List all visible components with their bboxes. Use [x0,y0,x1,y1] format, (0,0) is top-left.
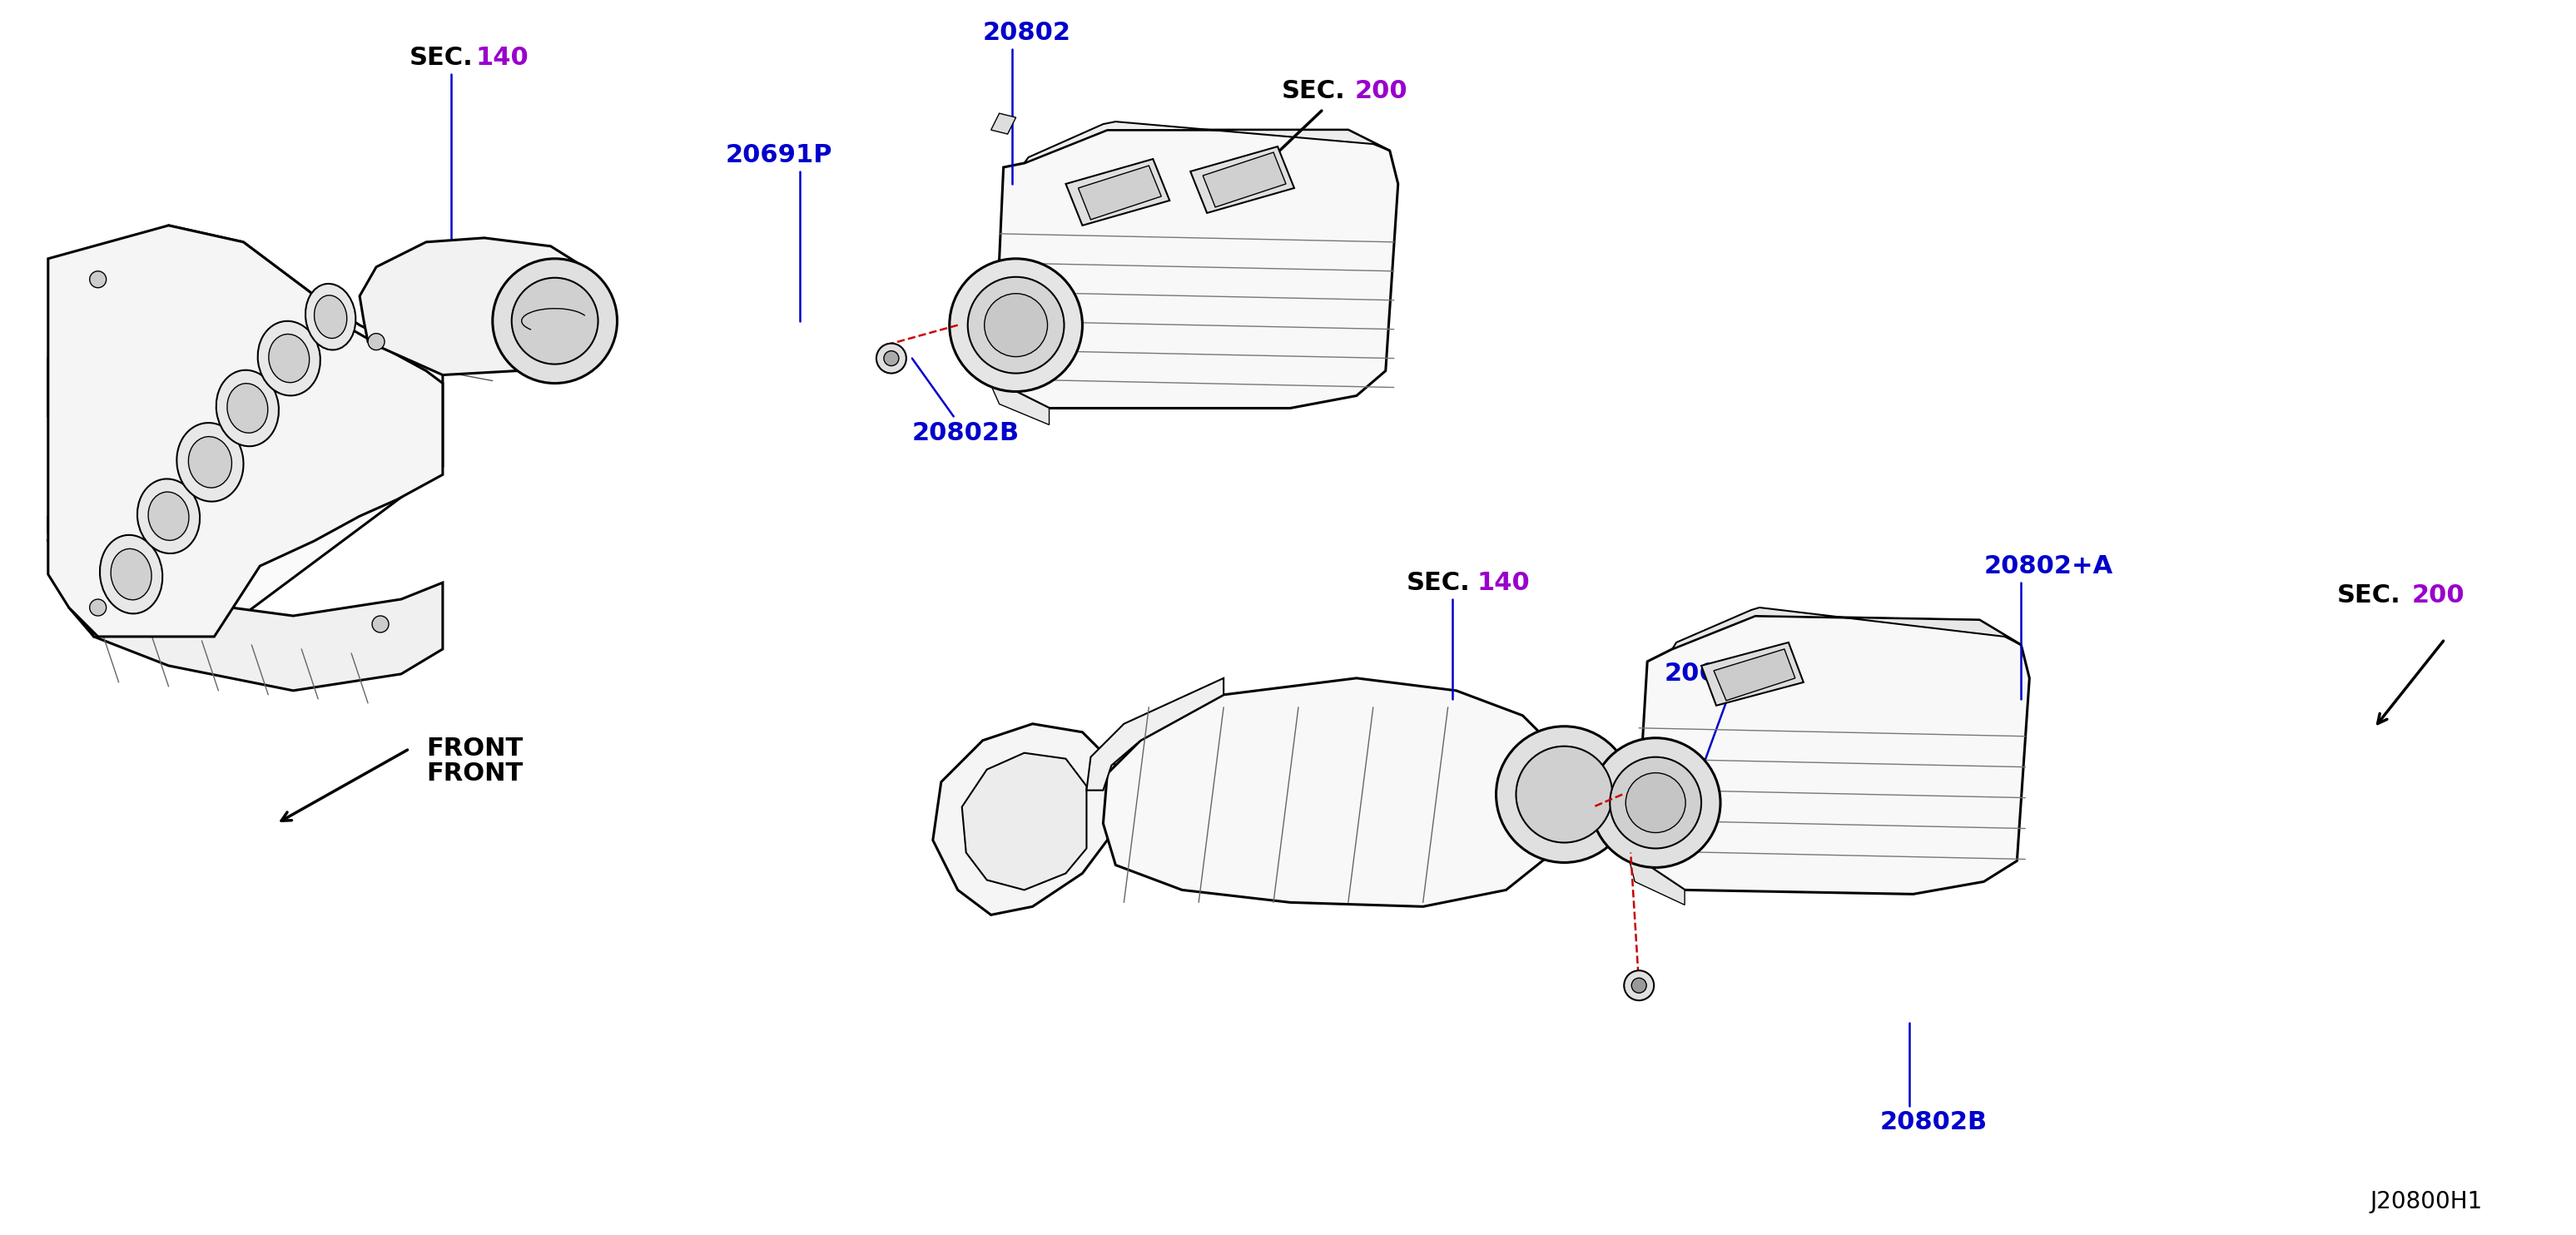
Circle shape [884,351,899,366]
Circle shape [984,294,1048,357]
Text: 20691P: 20691P [726,143,832,167]
Polygon shape [933,724,1121,915]
Circle shape [1517,746,1613,842]
Polygon shape [49,226,443,636]
Ellipse shape [268,335,309,383]
Polygon shape [1190,147,1293,212]
Text: 20691P: 20691P [1664,662,1770,687]
Text: 200: 200 [2411,583,2465,608]
Polygon shape [961,753,1087,890]
Circle shape [371,616,389,632]
Circle shape [1625,773,1685,832]
Text: 20802B: 20802B [1880,1110,1986,1135]
Polygon shape [992,114,1015,135]
Polygon shape [1103,678,1564,906]
Polygon shape [1713,650,1795,700]
Polygon shape [1638,616,2030,894]
Polygon shape [49,516,443,690]
Circle shape [492,258,618,383]
Polygon shape [49,226,443,636]
Circle shape [1610,757,1700,848]
Polygon shape [1672,608,2022,650]
Text: 20802+A: 20802+A [1984,555,2112,578]
Polygon shape [994,130,1399,409]
Ellipse shape [307,284,355,350]
Text: J20800H1: J20800H1 [2370,1189,2483,1213]
Circle shape [1623,971,1654,1000]
Ellipse shape [314,295,348,338]
Text: 20802B: 20802B [912,421,1020,445]
Polygon shape [1087,678,1224,790]
Polygon shape [1079,165,1162,220]
Ellipse shape [227,383,268,433]
Text: SEC.: SEC. [1283,79,1345,103]
Text: SEC.: SEC. [410,46,474,69]
Circle shape [951,258,1082,391]
Text: 140: 140 [477,46,528,69]
Polygon shape [361,238,585,375]
Ellipse shape [178,422,245,501]
Text: SEC.: SEC. [2336,583,2401,608]
Circle shape [368,333,384,350]
Circle shape [1631,978,1646,993]
Text: FRONT: FRONT [425,736,523,761]
Ellipse shape [137,479,201,553]
Circle shape [513,278,598,364]
Circle shape [969,277,1064,373]
Ellipse shape [111,548,152,600]
Circle shape [876,343,907,373]
Polygon shape [1700,642,1803,705]
Polygon shape [981,350,1048,425]
Text: SEC.: SEC. [1406,571,1471,595]
Polygon shape [1203,152,1285,207]
Circle shape [90,599,106,616]
Polygon shape [1623,827,1685,905]
Text: 140: 140 [1476,571,1530,595]
Circle shape [1497,726,1633,862]
Ellipse shape [216,370,278,446]
Ellipse shape [258,321,319,395]
Circle shape [1592,739,1721,867]
Text: 20802: 20802 [981,21,1072,44]
Text: 200: 200 [1355,79,1409,103]
Text: FRONT: FRONT [425,762,523,785]
Polygon shape [1066,159,1170,226]
Ellipse shape [100,535,162,614]
Ellipse shape [188,437,232,488]
Ellipse shape [149,492,188,541]
Circle shape [90,272,106,288]
Polygon shape [1025,121,1391,163]
